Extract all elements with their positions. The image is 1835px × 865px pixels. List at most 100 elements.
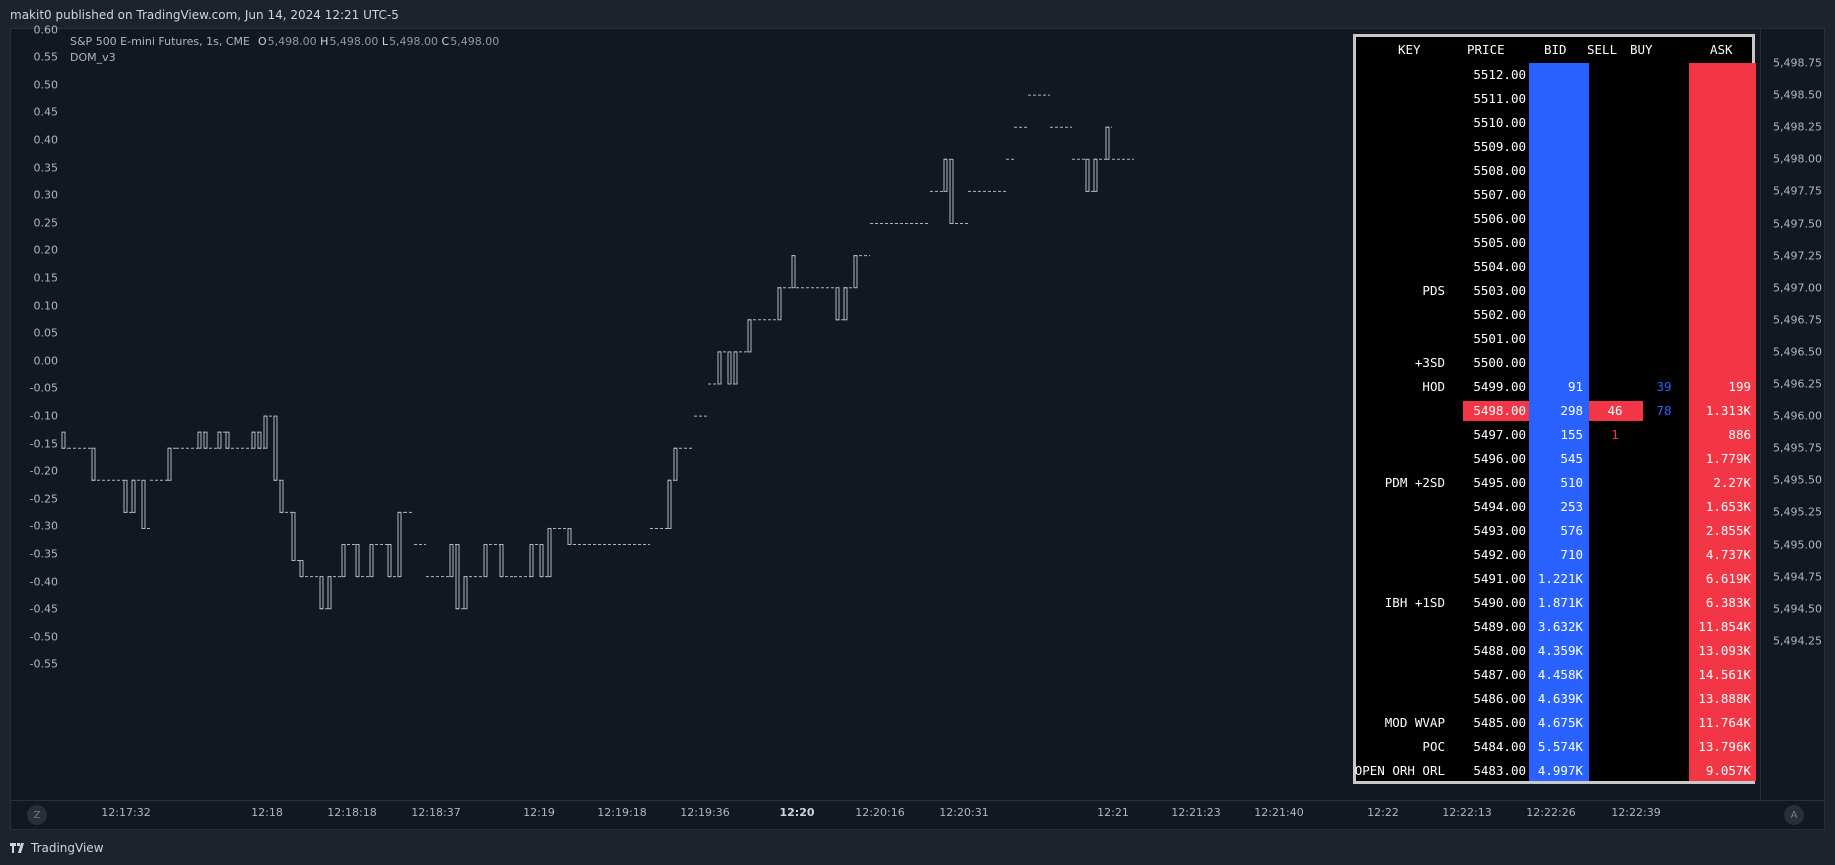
dom-header-price: PRICE xyxy=(1467,42,1505,57)
dom-bid-cell: 576 xyxy=(1560,523,1583,538)
dom-price-cell: 5491.00 xyxy=(1473,571,1526,586)
dom-ask-cell: 1.313K xyxy=(1705,403,1751,418)
dom-header-ask: ASK xyxy=(1710,42,1733,57)
time-tick: 12:22 xyxy=(1367,806,1399,819)
dom-bid-cell: 4.458K xyxy=(1537,667,1583,682)
price-bar xyxy=(539,544,544,578)
left-scale-tick: -0.05 xyxy=(29,381,58,395)
left-scale-tick: -0.55 xyxy=(29,657,58,671)
dom-row: IBH +1SD 5490.00 1.871K 6.383K xyxy=(1356,591,1752,615)
right-scale-tick: 5,494.75 xyxy=(1773,570,1822,584)
indicator-label[interactable]: DOM_v3 xyxy=(70,51,116,64)
price-bar xyxy=(279,479,284,513)
price-bar xyxy=(791,255,796,289)
chart-legend: S&P 500 E-mini Futures, 1s, CME O5,498.0… xyxy=(70,35,499,64)
dom-price-cell: 5497.00 xyxy=(1473,427,1526,442)
time-tick: 12:19 xyxy=(523,806,555,819)
right-scale-tick: 5,495.25 xyxy=(1773,505,1822,519)
dom-row: 5508.00 xyxy=(1356,159,1752,183)
dom-bid-cell: 4.639K xyxy=(1537,691,1583,706)
dom-row: 5488.00 4.359K 13.093K xyxy=(1356,639,1752,663)
price-bar xyxy=(835,287,840,321)
close-value: 5,498.00 xyxy=(450,35,500,48)
dom-row: PDS 5503.00 xyxy=(1356,279,1752,303)
dom-ask-cell: 2.27K xyxy=(1713,475,1751,490)
price-bar xyxy=(197,431,202,449)
price-bar xyxy=(673,447,678,481)
dom-key-cell: IBH +1SD xyxy=(1384,595,1445,610)
right-scale-tick: 5,496.00 xyxy=(1773,409,1822,423)
dom-key-cell: POC xyxy=(1422,739,1445,754)
dom-price-cell: 5488.00 xyxy=(1473,643,1526,658)
price-bar xyxy=(91,447,96,481)
left-scale-tick: 0.50 xyxy=(33,78,59,92)
price-bar xyxy=(567,527,572,546)
price-bar xyxy=(733,351,738,385)
price-bar xyxy=(141,479,146,529)
price-bar xyxy=(319,576,324,610)
left-scale-tick: 0.25 xyxy=(33,216,59,230)
right-scale-tick: 5,497.50 xyxy=(1773,217,1822,230)
dom-bid-cell: 91 xyxy=(1567,379,1583,394)
tradingview-brand[interactable]: TradingView xyxy=(10,841,104,855)
dom-ask-cell: 11.764K xyxy=(1698,715,1751,730)
bid-column-background xyxy=(1529,63,1589,781)
time-tick: 12:22:26 xyxy=(1526,806,1576,819)
right-scale-tick: 5,495.75 xyxy=(1773,441,1822,455)
dom-price-cell: 5510.00 xyxy=(1473,115,1526,130)
right-price-scale[interactable]: 5,498.75 5,498.50 5,498.25 5,498.00 5,497.75… xyxy=(1760,28,1832,818)
right-scale-tick: 5,495.00 xyxy=(1773,538,1822,551)
dom-price-cell: 5502.00 xyxy=(1473,307,1526,322)
auto-scale-right-button[interactable]: A xyxy=(1784,805,1804,825)
dom-ask-cell: 199 xyxy=(1728,379,1751,394)
price-bar xyxy=(327,576,332,610)
right-scale-tick: 5,497.00 xyxy=(1773,281,1822,295)
current-price-highlight xyxy=(1463,401,1529,421)
price-bar xyxy=(529,544,534,578)
dom-price-cell: 5504.00 xyxy=(1473,259,1526,274)
price-bar xyxy=(291,511,296,562)
candlestick-plot[interactable] xyxy=(58,28,1358,798)
dom-sell-cell: 46 xyxy=(1607,403,1623,418)
price-bar xyxy=(667,479,672,529)
right-scale-tick: 5,498.25 xyxy=(1773,120,1822,134)
right-scale-tick: 5,498.50 xyxy=(1773,88,1822,102)
left-price-scale[interactable]: 0.60 0.55 0.50 0.45 0.40 0.35 0.30 0.25 0.20 0.15… xyxy=(14,23,59,818)
dom-row: 5496.00 545 1.779K xyxy=(1356,447,1752,471)
dom-row: 5506.00 xyxy=(1356,207,1752,231)
sell-volume-highlight xyxy=(1589,401,1643,421)
dom-price-cell: 5489.00 xyxy=(1473,619,1526,634)
auto-scale-left-button[interactable]: Z xyxy=(27,805,47,825)
dom-row: POC 5484.00 5.574K 13.796K xyxy=(1356,735,1752,759)
dom-ask-cell: 13.888K xyxy=(1698,691,1751,706)
dom-bid-cell: 4.359K xyxy=(1537,643,1583,658)
dom-header-key: KEY xyxy=(1398,42,1421,57)
price-bar xyxy=(61,431,66,449)
price-bar xyxy=(131,479,136,513)
time-tick: 12:22:13 xyxy=(1442,806,1492,819)
dom-buy-cell: 78 xyxy=(1656,403,1672,418)
high-value: 5,498.00 xyxy=(329,35,379,48)
left-scale-tick: 0.45 xyxy=(33,105,59,119)
time-scale[interactable]: 12:17:32 12:18 12:18:18 12:18:37 12:19 12:19:… xyxy=(0,806,1835,824)
dom-bid-cell: 510 xyxy=(1560,475,1583,490)
price-bar xyxy=(341,544,346,578)
dom-bid-cell: 545 xyxy=(1560,451,1583,466)
time-tick: 12:20:16 xyxy=(855,806,905,819)
price-bar xyxy=(777,287,782,321)
right-scale-tick: 5,494.25 xyxy=(1773,634,1822,648)
dom-bid-cell: 1.871K xyxy=(1537,595,1583,610)
dom-sell-cell: 1 xyxy=(1611,427,1619,442)
dom-row: 5512.00 xyxy=(1356,63,1752,87)
dom-price-cell: 5503.00 xyxy=(1473,283,1526,298)
left-scale-tick: 0.15 xyxy=(33,271,59,285)
dom-ladder: KEY PRICE BID SELL BUY ASK 5512.00 5511.0… xyxy=(1353,34,1756,784)
dom-row: 5487.00 4.458K 14.561K xyxy=(1356,663,1752,687)
symbol-title[interactable]: S&P 500 E-mini Futures, 1s, CME xyxy=(70,35,250,48)
dom-row: 5511.00 xyxy=(1356,87,1752,111)
price-bar xyxy=(123,479,128,513)
price-bar xyxy=(387,544,392,578)
left-scale-tick: 0.20 xyxy=(33,243,59,257)
dom-ask-cell: 13.796K xyxy=(1698,739,1751,754)
price-bar xyxy=(547,527,552,578)
